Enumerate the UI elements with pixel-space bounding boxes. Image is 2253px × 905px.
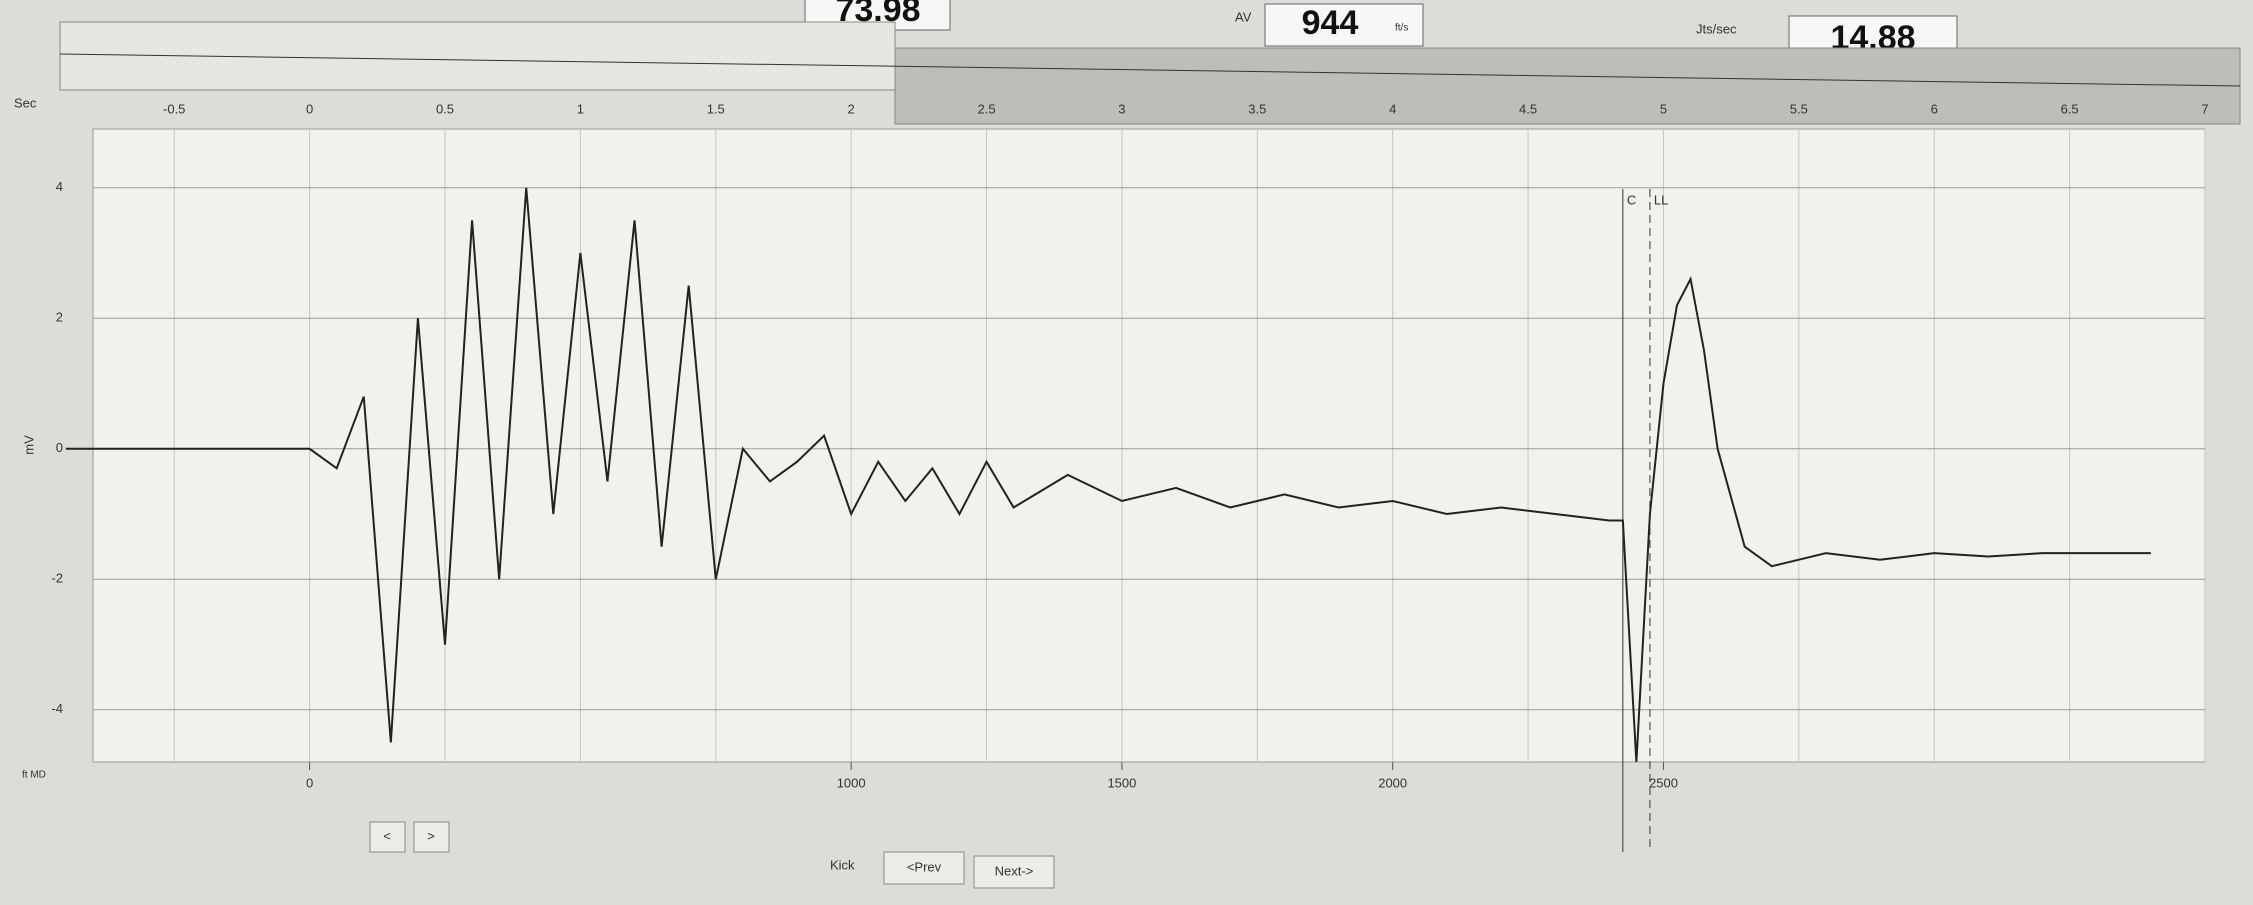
x2-axis-title: ft MD [22,770,46,781]
y-axis-title: mV [21,435,36,455]
button-label: Next-> [995,863,1034,878]
x-tick-label: 0.5 [436,101,454,116]
rate-label: Jts/sec [1696,21,1737,36]
x-tick-label: 7 [2201,101,2208,116]
x-tick-label: 6 [1931,101,1938,116]
y-tick-label: -2 [51,571,63,586]
x2-tick-label: 2500 [1649,775,1678,790]
x-tick-label: 1 [577,101,584,116]
button-label: <Prev [907,859,942,874]
y-tick-label: -4 [51,701,63,716]
av-value: 944 [1302,4,1359,42]
x-tick-label: -0.5 [163,101,185,116]
marker-label: LL [1654,192,1668,207]
x-tick-label: 3.5 [1248,101,1266,116]
y-tick-label: 4 [56,179,63,194]
x-tick-label: 3 [1118,101,1125,116]
x2-tick-label: 0 [306,775,313,790]
y-tick-label: 0 [56,440,63,455]
x-tick-label: 1.5 [707,101,725,116]
x-tick-label: 2 [848,101,855,116]
x-tick-label: 0 [306,101,313,116]
x-tick-label: 4.5 [1519,101,1537,116]
overview-trace [59,53,2241,87]
y-tick-label: 2 [56,310,63,325]
kick-label: Kick [830,857,855,872]
button-label: < [383,828,391,843]
x-tick-label: 2.5 [977,101,995,116]
x2-tick-label: 1500 [1107,775,1136,790]
av-unit: ft/s [1395,23,1408,34]
button[interactable] [369,821,406,853]
button[interactable] [973,855,1055,889]
marker-label: C [1627,192,1636,207]
x2-tick-label: 2000 [1378,775,1407,790]
readout-box [1264,3,1424,47]
button[interactable] [883,851,965,885]
x2-tick-label: 1000 [837,775,866,790]
x-axis-title: Sec [14,95,37,110]
x-tick-label: 5 [1660,101,1667,116]
x-tick-label: 6.5 [2061,101,2079,116]
x-tick-label: 5.5 [1790,101,1808,116]
x-tick-label: 4 [1389,101,1396,116]
overview-strip [894,47,2241,125]
button-label: > [427,828,435,843]
waveform [65,187,2151,763]
button[interactable] [413,821,450,853]
av-label: AV [1235,9,1252,24]
